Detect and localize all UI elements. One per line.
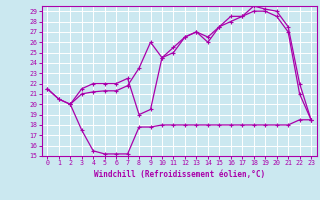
- X-axis label: Windchill (Refroidissement éolien,°C): Windchill (Refroidissement éolien,°C): [94, 170, 265, 179]
